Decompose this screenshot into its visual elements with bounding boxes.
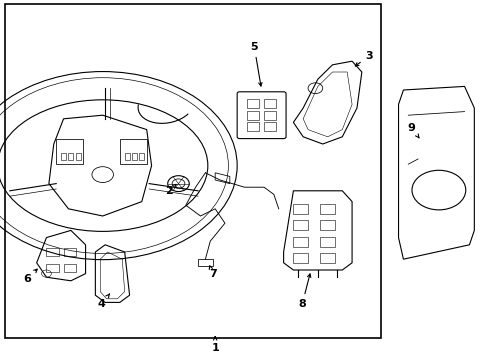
- Bar: [293, 204, 307, 214]
- Bar: [68, 153, 73, 160]
- Bar: [293, 220, 307, 230]
- Text: 6: 6: [23, 269, 37, 284]
- Text: 1: 1: [211, 337, 219, 353]
- Bar: [139, 153, 144, 160]
- Text: 4: 4: [97, 294, 109, 309]
- Bar: [246, 111, 259, 120]
- Text: 9: 9: [407, 123, 418, 138]
- Text: 8: 8: [298, 274, 310, 309]
- Text: 5: 5: [250, 42, 262, 86]
- Bar: [293, 237, 307, 247]
- Bar: [264, 111, 276, 120]
- Bar: [56, 139, 83, 164]
- Bar: [320, 253, 334, 263]
- Bar: [264, 122, 276, 131]
- Bar: [320, 220, 334, 230]
- Bar: [46, 264, 59, 272]
- Text: 7: 7: [208, 266, 216, 279]
- Bar: [5, 4, 381, 338]
- Bar: [63, 264, 76, 272]
- Bar: [46, 248, 59, 256]
- Bar: [124, 153, 129, 160]
- Bar: [132, 153, 137, 160]
- Bar: [120, 139, 146, 164]
- Bar: [63, 248, 76, 256]
- Bar: [246, 99, 259, 108]
- Bar: [293, 253, 307, 263]
- Bar: [320, 204, 334, 214]
- Bar: [198, 259, 212, 266]
- Bar: [61, 153, 66, 160]
- Bar: [264, 99, 276, 108]
- Text: 3: 3: [355, 51, 372, 66]
- Text: 2: 2: [164, 184, 176, 196]
- Bar: [320, 237, 334, 247]
- Bar: [246, 122, 259, 131]
- Bar: [76, 153, 81, 160]
